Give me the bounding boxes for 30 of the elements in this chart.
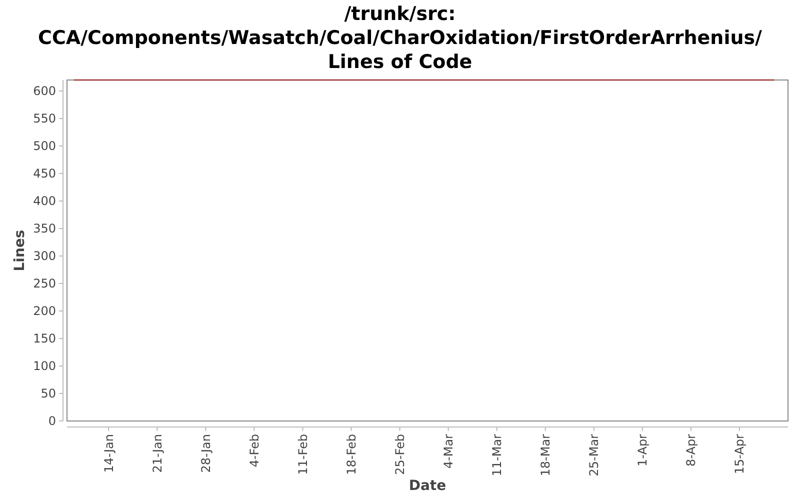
x-tick-label: 4-Mar bbox=[442, 434, 456, 469]
y-tick-label: 550 bbox=[33, 112, 56, 126]
y-tick-label: 200 bbox=[33, 304, 56, 318]
x-axis-title: Date bbox=[408, 478, 446, 494]
x-tick-label: 8-Apr bbox=[684, 434, 698, 466]
y-tick-label: 0 bbox=[48, 414, 56, 428]
x-tick-label: 11-Feb bbox=[296, 434, 310, 475]
chart-title: /trunk/src: CCA/Components/Wasatch/Coal/CharOxidation/FirstOrderArrhenius/ Lines of Code bbox=[38, 3, 762, 73]
y-axis-title: Lines bbox=[12, 230, 28, 272]
y-tick-label: 150 bbox=[33, 332, 56, 346]
x-tick-label: 18-Mar bbox=[538, 434, 553, 476]
y-tick-label: 100 bbox=[33, 359, 56, 374]
y-tick-label: 400 bbox=[33, 194, 56, 208]
y-tick-label: 300 bbox=[33, 249, 56, 264]
y-tick-label: 500 bbox=[33, 139, 56, 154]
x-tick-label: 1-Apr bbox=[636, 434, 650, 466]
x-tick-label: 11-Mar bbox=[490, 434, 504, 476]
y-tick-label: 50 bbox=[40, 386, 56, 401]
y-tick-label: 350 bbox=[33, 222, 56, 236]
x-tick-label: 4-Feb bbox=[247, 434, 262, 468]
y-tick-label: 600 bbox=[33, 84, 56, 98]
x-tick-label: 25-Mar bbox=[587, 434, 602, 476]
x-tick-label: 18-Feb bbox=[344, 434, 358, 475]
x-tick-label: 21-Jan bbox=[150, 434, 164, 473]
x-tick-label: 15-Apr bbox=[732, 434, 747, 474]
x-tick-label: 25-Feb bbox=[392, 434, 407, 475]
x-tick-label: 28-Jan bbox=[198, 434, 213, 473]
y-tick-label: 250 bbox=[33, 276, 56, 291]
x-tick-label: 14-Jan bbox=[102, 434, 116, 473]
y-tick-label: 450 bbox=[33, 166, 56, 181]
